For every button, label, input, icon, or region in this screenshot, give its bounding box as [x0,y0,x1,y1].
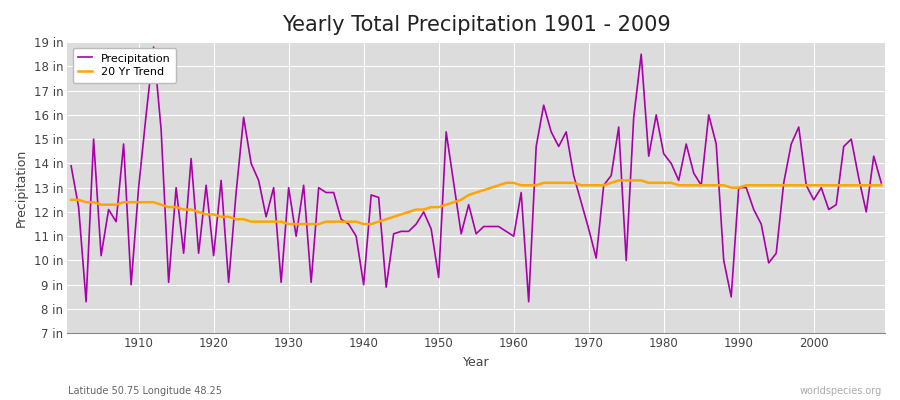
Y-axis label: Precipitation: Precipitation [15,148,28,227]
Precipitation [81,299,92,304]
Line: Precipitation: Precipitation [71,47,881,302]
20 Yr Trend [284,222,294,226]
Text: Latitude 50.75 Longitude 48.25: Latitude 50.75 Longitude 48.25 [68,386,221,396]
Precipitation [613,125,624,130]
Line: 20 Yr Trend: 20 Yr Trend [71,180,881,224]
Precipitation [516,190,526,195]
Text: worldspecies.org: worldspecies.org [800,386,882,396]
Precipitation [523,299,534,304]
20 Yr Trend [343,219,354,224]
20 Yr Trend [516,183,526,188]
20 Yr Trend [126,200,137,205]
20 Yr Trend [613,178,624,183]
Legend: Precipitation, 20 Yr Trend: Precipitation, 20 Yr Trend [73,48,176,83]
Precipitation [66,164,77,168]
Precipitation [306,280,317,285]
20 Yr Trend [66,198,77,202]
Precipitation [133,185,144,190]
Precipitation [148,44,159,49]
Title: Yearly Total Precipitation 1901 - 2009: Yearly Total Precipitation 1901 - 2009 [282,15,670,35]
Precipitation [351,234,362,239]
20 Yr Trend [606,180,616,185]
X-axis label: Year: Year [463,356,490,369]
Precipitation [876,180,886,185]
20 Yr Trend [876,183,886,188]
20 Yr Trend [508,180,519,185]
20 Yr Trend [298,222,309,226]
